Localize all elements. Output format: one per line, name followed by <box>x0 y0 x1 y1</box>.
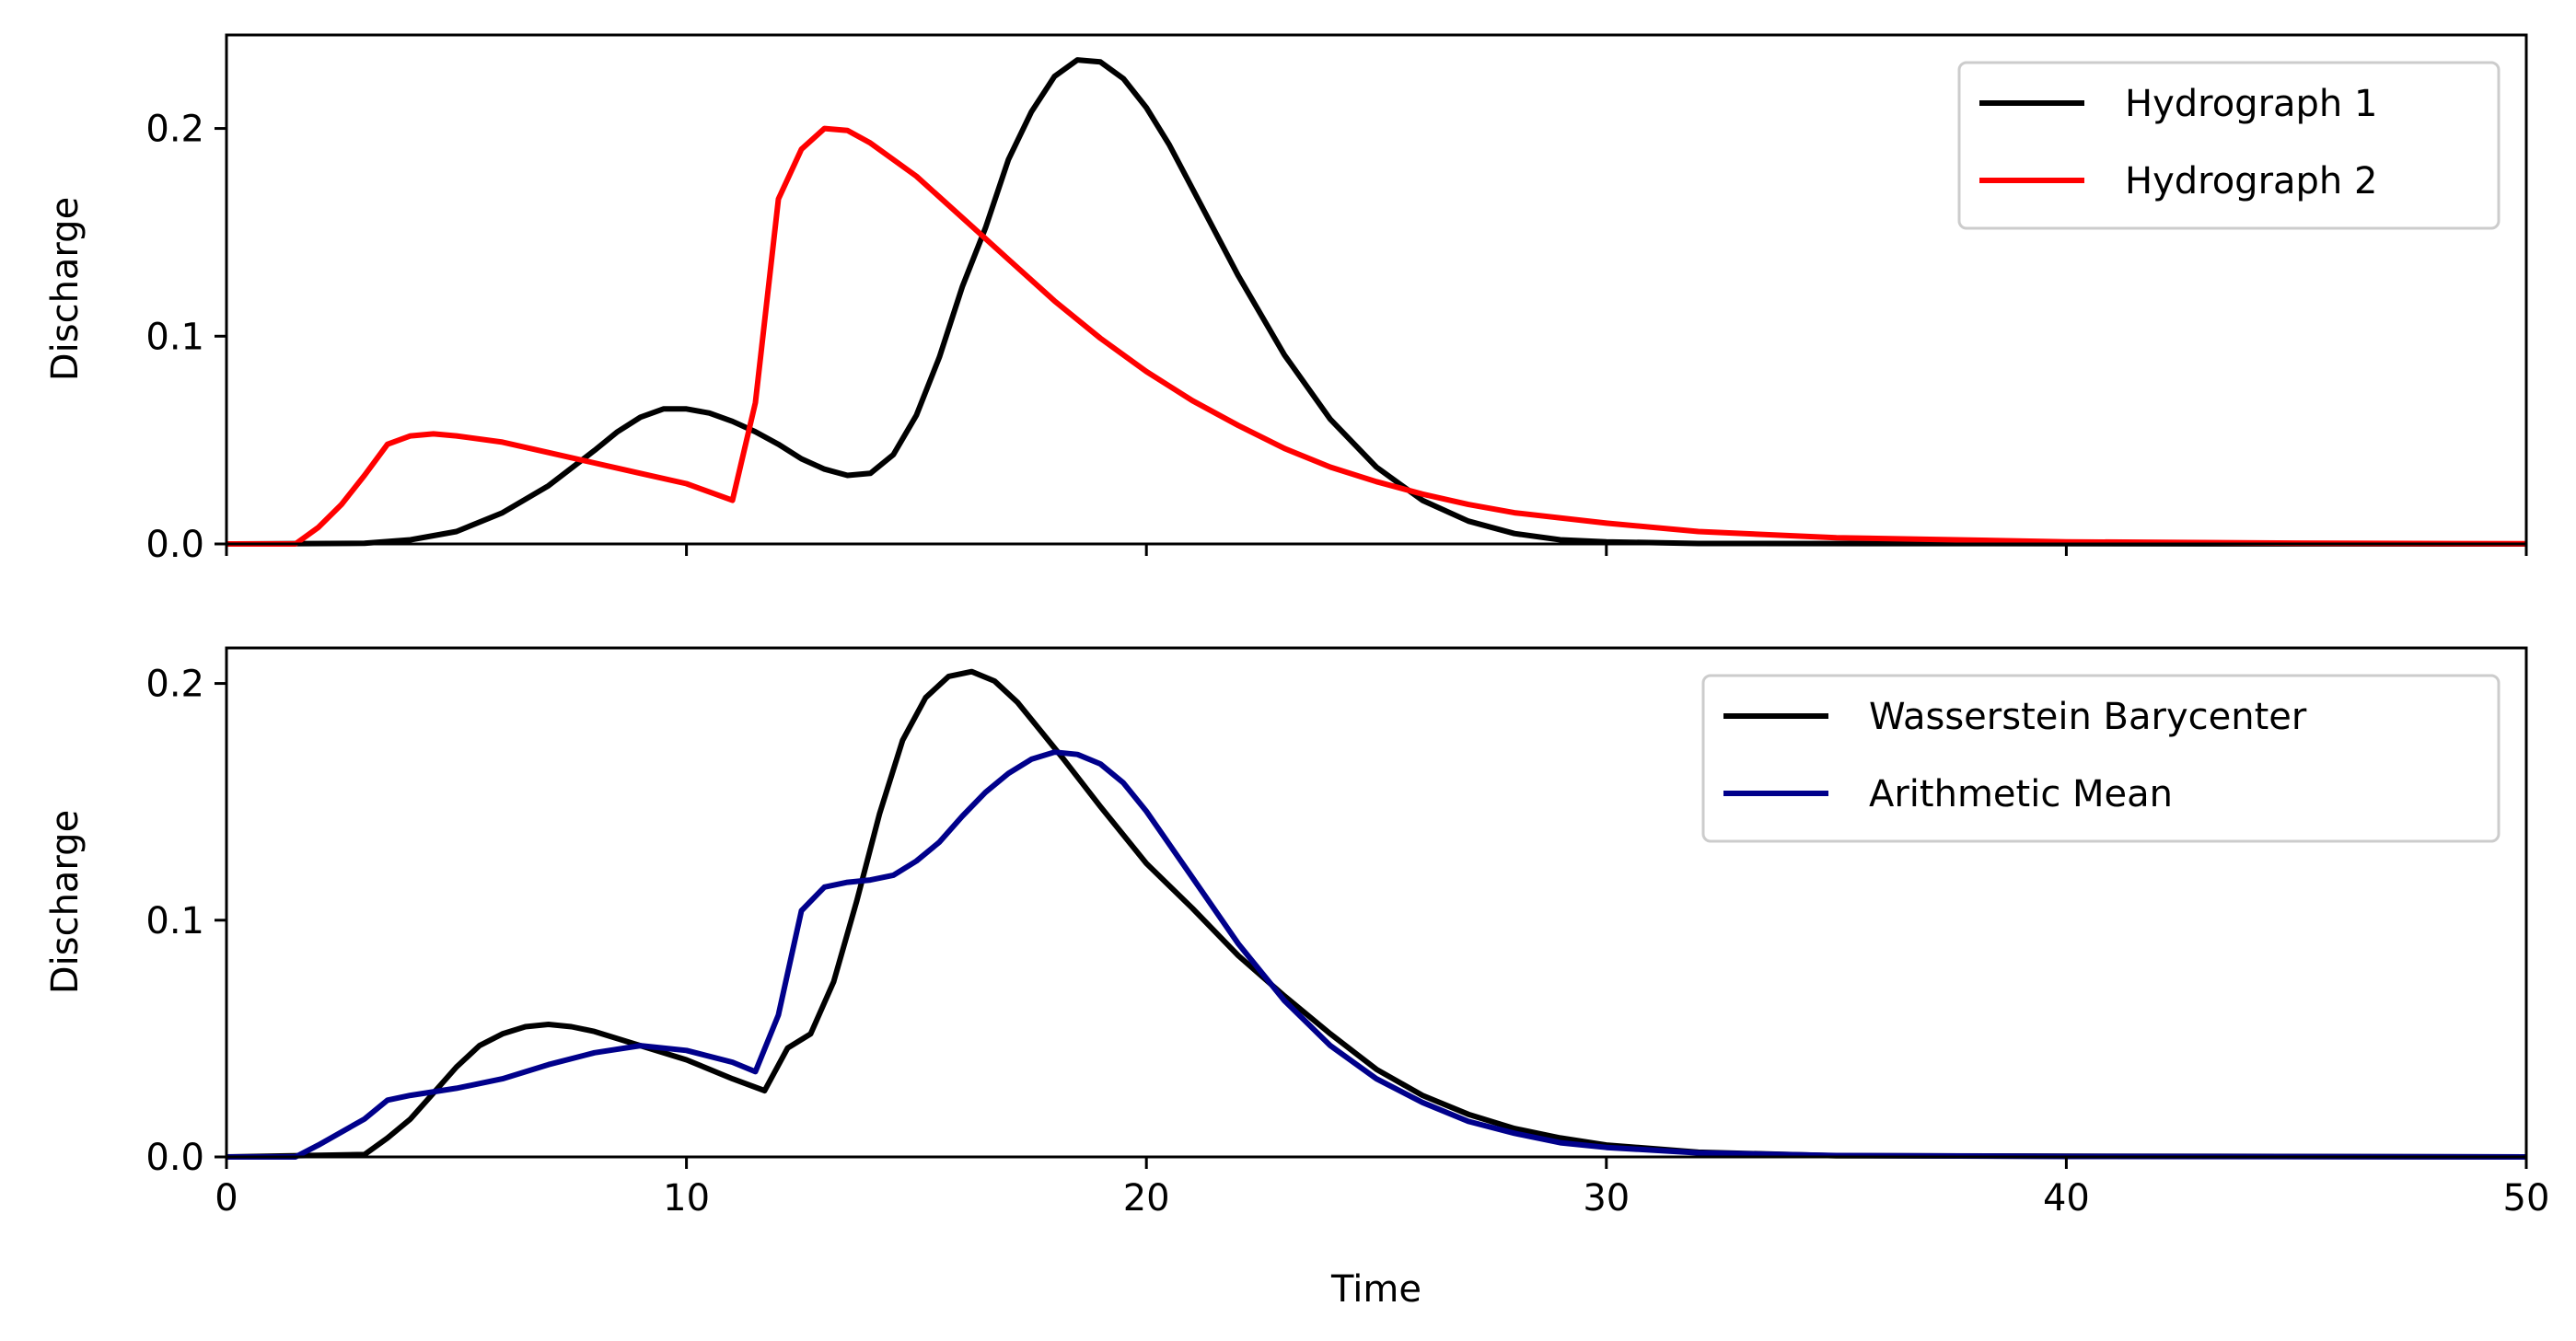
bottom-y-tick-label: 0.1 <box>145 900 204 942</box>
bottom-subplot-legend: Wasserstein Barycenter Arithmetic Mean <box>1701 674 2501 843</box>
top-y-tick-label: 0.0 <box>145 524 204 566</box>
bottom-subplot-x-axis-label: Time <box>1330 1268 1421 1311</box>
bottom-subplot-frame <box>225 646 2528 1159</box>
bottom-series-line-arithmetic-mean <box>226 749 2527 1160</box>
legend-label-hydrograph-2: Hydrograph 2 <box>2125 160 2377 202</box>
bottom-x-tick-label: 40 <box>2043 1177 2090 1220</box>
top-subplot-y-ticks: 0.0 0.1 0.2 <box>145 109 226 566</box>
bottom-legend-box <box>1701 674 2501 843</box>
top-series-line-hydrograph-1 <box>226 57 2527 547</box>
bottom-subplot-lines <box>226 668 2527 1160</box>
bottom-series-line-wasserstein-barycenter <box>226 668 2527 1160</box>
top-subplot-lines <box>226 57 2527 547</box>
legend-label-arithmetic-mean: Arithmetic Mean <box>1869 773 2173 815</box>
top-y-tick-label: 0.2 <box>145 109 204 151</box>
bottom-subplot-y-axis-label: Discharge <box>44 810 87 994</box>
legend-label-hydrograph-1: Hydrograph 1 <box>2125 83 2377 125</box>
bottom-x-tick-label: 0 <box>215 1177 238 1220</box>
top-subplot-legend: Hydrograph 1 Hydrograph 2 <box>1957 61 2501 230</box>
bottom-y-tick-label: 0.2 <box>145 664 204 706</box>
top-subplot-frame <box>225 33 2528 546</box>
bottom-y-tick-label: 0.0 <box>145 1137 204 1179</box>
top-series-line-hydrograph-2 <box>226 125 2527 547</box>
top-subplot-x-ticks <box>225 544 2528 556</box>
bottom-x-tick-label: 30 <box>1583 1177 1630 1220</box>
top-y-tick-label: 0.1 <box>145 316 204 358</box>
bottom-subplot-y-ticks: 0.0 0.1 0.2 <box>145 664 226 1179</box>
top-legend-box <box>1957 61 2501 230</box>
top-subplot: 0.0 0.1 0.2 Discharge Hydrograph 1 Hydrogr… <box>44 33 2528 566</box>
bottom-x-tick-label: 20 <box>1123 1177 1170 1220</box>
top-subplot-y-axis-label: Discharge <box>44 197 87 381</box>
bottom-subplot-x-ticks: 0 10 20 30 40 50 <box>215 1157 2549 1220</box>
bottom-subplot: 0 10 20 30 40 50 0.0 0.1 0.2 Discharge Time Was… <box>44 646 2549 1311</box>
bottom-x-tick-label: 10 <box>663 1177 710 1220</box>
bottom-x-tick-label: 50 <box>2503 1177 2550 1220</box>
legend-label-wasserstein-barycenter: Wasserstein Barycenter <box>1869 696 2307 738</box>
